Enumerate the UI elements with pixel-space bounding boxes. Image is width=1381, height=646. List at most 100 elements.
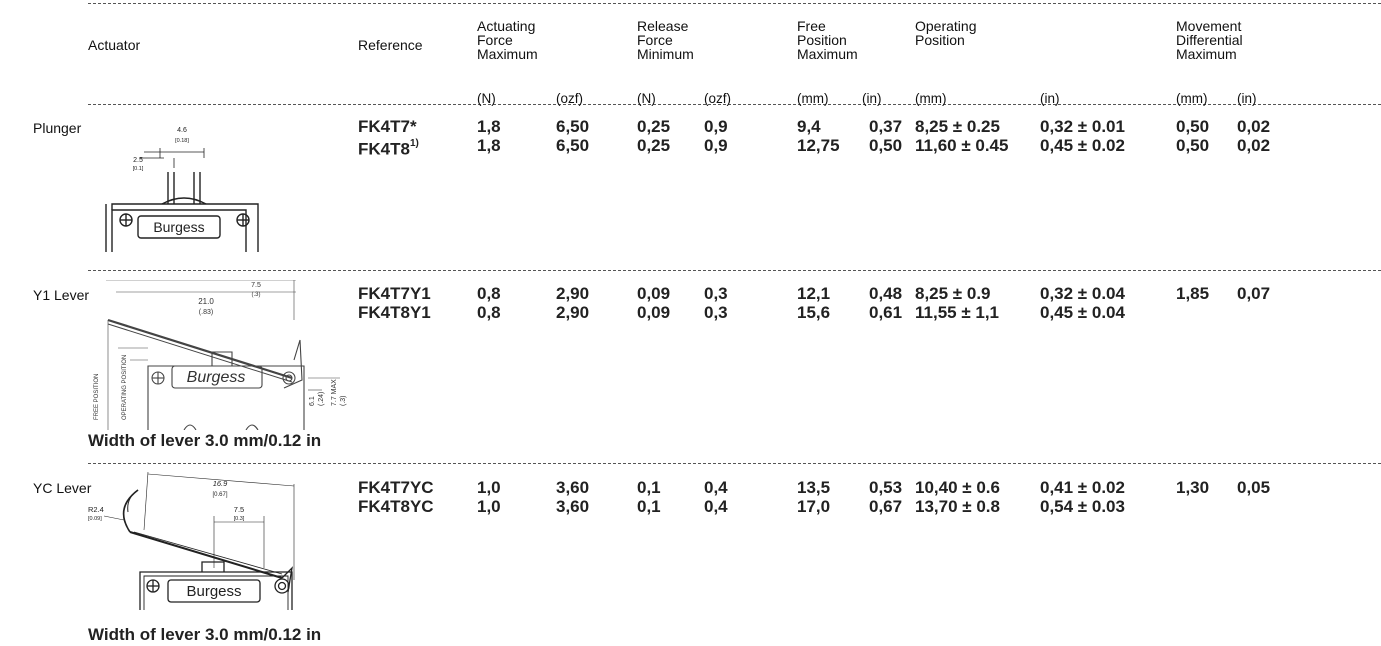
af-n-cell: 0,8 (477, 284, 501, 303)
yc-dim-short-in: [0.3] (234, 516, 245, 522)
fp-in-cell: 0,48 (869, 284, 903, 303)
af-n-cell: 1,0 (477, 478, 501, 497)
rf-ozf-cell: 0,3 (704, 303, 728, 322)
md-in-cell: 0,05 (1237, 478, 1271, 497)
op-mm-cell: 8,25 ± 0.25 (915, 117, 1000, 136)
ref-cell: FK4T8Y1 (358, 303, 431, 322)
op-mm-cell: 8,25 ± 0.9 (915, 284, 991, 303)
yc-dim-long-in: [0.67] (212, 492, 227, 498)
af-ozf-cell: 3,60 (556, 497, 590, 516)
fp-mm-cell: 12,1 (797, 284, 831, 303)
yc-radius: R2.4 (88, 505, 104, 514)
ref-cell: FK4T7YC (358, 478, 434, 497)
y1-lever-caption: Width of lever 3.0 mm/0.12 in (88, 431, 322, 450)
header-divider (88, 104, 1381, 105)
y1-lever-actuator-drawing: Burgess 21.0 (.83) 7.5 (.3) FREE POSITIO… (94, 280, 347, 430)
footnote-marker: 1) (409, 138, 419, 149)
y1-dim-height-1: 6.1 (309, 396, 316, 406)
yc-radius-in: [0.09] (88, 516, 102, 522)
ref-cell: FK4T8YC (358, 497, 434, 516)
header-free-position: Free Position Maximum (797, 18, 858, 62)
header-release-force: Release Force Minimum (637, 18, 694, 62)
plunger-actuator-drawing: Burgess 4.6 [0.18] 2.5 [0.1] (105, 127, 259, 252)
af-ozf-cell: 6,50 (556, 117, 590, 136)
op-mm-cell: 13,70 ± 0.8 (915, 497, 1000, 516)
md-in-cell: 0,07 (1237, 284, 1271, 303)
rf-ozf-cell: 0,4 (704, 497, 728, 516)
fp-in-cell: 0,61 (869, 303, 903, 322)
op-mm-cell: 11,55 ± 1,1 (915, 303, 1000, 322)
unit-rf-ozf: (ozf) (704, 91, 731, 106)
op-in-cell: 0,32 ± 0.01 (1040, 117, 1125, 136)
af-ozf-cell: 2,90 (556, 303, 590, 322)
op-mm-cell: 11,60 ± 0.45 (915, 136, 1009, 155)
header-actuator: Actuator (88, 37, 141, 53)
y1-dim-height-2-in: (.3) (340, 396, 347, 407)
unit-fp-in: (in) (862, 91, 882, 106)
rf-n-cell: 0,25 (637, 136, 671, 155)
yc-lever-actuator-drawing: Burgess 16.9 [0.67] 7.5 [0.3] R2.4 [0.09… (88, 472, 295, 610)
unit-af-n: (N) (477, 91, 496, 106)
fp-in-cell: 0,50 (869, 136, 903, 155)
y1-dim-height-1-in: (.24) (318, 392, 325, 406)
md-in-cell: 0,02 (1237, 117, 1271, 136)
y1-dim-long: 21.0 (198, 297, 214, 306)
md-mm-cell: 1,85 (1176, 284, 1210, 303)
unit-op-mm: (mm) (915, 91, 947, 106)
plunger-dim-top-in: [0.18] (175, 138, 189, 144)
rf-ozf-cell: 0,3 (704, 284, 728, 303)
plunger-dim-side: 2.5 (133, 157, 143, 164)
y1-free-position-label: FREE POSITION (94, 374, 100, 420)
rf-n-cell: 0,09 (637, 284, 671, 303)
md-in-cell: 0,02 (1237, 136, 1271, 155)
af-ozf-cell: 3,60 (556, 478, 590, 497)
unit-af-ozf: (ozf) (556, 91, 583, 106)
plunger-divider (88, 270, 1381, 271)
rf-n-cell: 0,1 (637, 478, 661, 497)
op-in-cell: 0,45 ± 0.02 (1040, 136, 1125, 155)
yc-dim-long: 16.9 (213, 479, 228, 488)
y1-operating-position-label: OPERATING POSITION (122, 355, 128, 420)
fp-mm-cell: 9,4 (797, 117, 821, 136)
unit-fp-mm: (mm) (797, 91, 829, 106)
y1-brand-label: Burgess (187, 369, 246, 386)
top-divider (88, 3, 1381, 4)
fp-mm-cell: 13,5 (797, 478, 831, 497)
fp-mm-cell: 15,6 (797, 303, 831, 322)
header-operating-position: Operating Position (915, 18, 977, 48)
op-mm-cell: 10,40 ± 0.6 (915, 478, 1000, 497)
header-movement-differential: Movement Differential Maximum (1176, 18, 1243, 62)
op-in-cell: 0,32 ± 0.04 (1040, 284, 1125, 303)
ref-cell: FK4T7Y1 (358, 284, 431, 303)
yc-dim-short: 7.5 (234, 505, 244, 514)
fp-in-cell: 0,67 (869, 497, 903, 516)
md-mm-cell: 0,50 (1176, 136, 1210, 155)
fp-in-cell: 0,37 (869, 117, 903, 136)
md-mm-cell: 1,30 (1176, 478, 1210, 497)
unit-op-in: (in) (1040, 91, 1060, 106)
af-n-cell: 1,0 (477, 497, 501, 516)
yc-brand-label: Burgess (186, 583, 241, 600)
plunger-brand-label: Burgess (153, 219, 204, 235)
plunger-dim-side-in: [0.1] (133, 166, 144, 172)
header-actuating-force: Actuating Force Maximum (477, 18, 538, 62)
unit-md-in: (in) (1237, 91, 1257, 106)
y1-dim-short-in: (.3) (252, 292, 261, 298)
fp-in-cell: 0,53 (869, 478, 903, 497)
ref-cell: FK4T81) (358, 137, 419, 159)
fp-mm-cell: 17,0 (797, 497, 831, 516)
af-n-cell: 1,8 (477, 136, 501, 155)
md-mm-cell: 0,50 (1176, 117, 1210, 136)
ref-cell: FK4T7* (358, 117, 417, 136)
yc-lever-caption: Width of lever 3.0 mm/0.12 in (88, 625, 322, 644)
y1-lever-divider (88, 463, 1381, 464)
rf-n-cell: 0,25 (637, 117, 671, 136)
y1-dim-long-in: (.83) (199, 309, 213, 316)
y1-dim-height-2: 7.7 MAX (331, 379, 338, 406)
op-in-cell: 0,54 ± 0.03 (1040, 497, 1125, 516)
group-label-yc-lever: YC Lever (33, 480, 92, 496)
group-label-y1-lever: Y1 Lever (33, 287, 90, 303)
op-in-cell: 0,41 ± 0.02 (1040, 478, 1125, 497)
rf-n-cell: 0,1 (637, 497, 661, 516)
af-n-cell: 1,8 (477, 117, 501, 136)
